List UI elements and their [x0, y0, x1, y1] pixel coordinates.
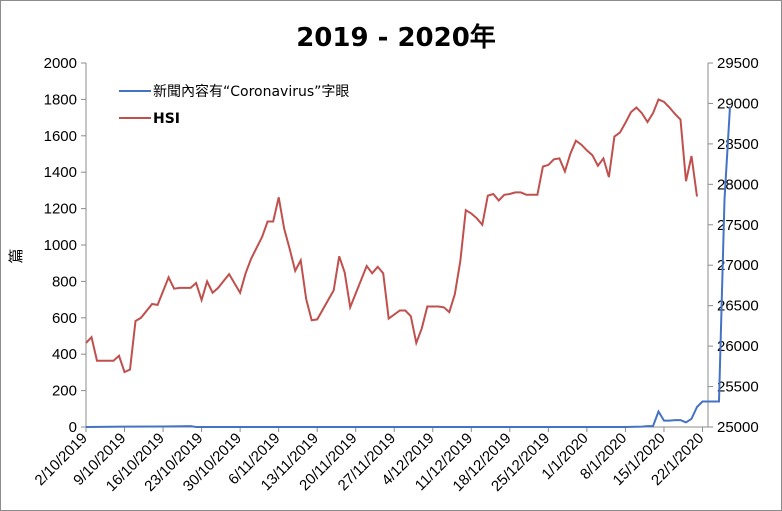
- legend-label-coronavirus: 新聞內容有“Coronavirus”字眼: [153, 83, 349, 100]
- left-tick-label: 2000: [44, 55, 77, 72]
- right-tick-label: 27000: [717, 257, 759, 274]
- left-axis-ticks: 0 200 400 600 800 1000 1200 1400 1600 1800 2000: [44, 55, 86, 436]
- left-tick-label: 1000: [44, 237, 77, 254]
- left-tick-label: 1600: [44, 128, 77, 145]
- left-tick-label: 1800: [44, 91, 77, 108]
- legend: 新聞內容有“Coronavirus”字眼 HSI: [119, 83, 349, 127]
- left-tick-label: 1400: [44, 164, 77, 181]
- y-axis-label-left: 篇: [7, 248, 25, 263]
- left-tick-label: 0: [69, 419, 77, 436]
- right-tick-label: 29000: [717, 95, 759, 112]
- hsi-series-line: [85, 98, 698, 374]
- right-tick-label: 25000: [717, 419, 759, 436]
- right-tick-label: 28500: [717, 136, 759, 153]
- right-tick-label: 27500: [717, 217, 759, 234]
- right-axis-ticks: 25000 25500 26000 26500 27000 27500 28000 28500…: [708, 55, 759, 436]
- right-tick-label: 25500: [717, 379, 759, 396]
- right-tick-label: 28000: [717, 176, 759, 193]
- left-tick-label: 1200: [44, 201, 77, 218]
- left-tick-label: 800: [52, 273, 77, 290]
- left-tick-label: 400: [52, 346, 77, 363]
- chart-title: 2019 - 2020年: [296, 22, 496, 53]
- right-tick-label: 26000: [717, 338, 759, 355]
- right-tick-label: 29500: [717, 55, 759, 72]
- x-axis-ticks: 2/10/20199/10/201916/10/201923/10/201930…: [32, 427, 707, 495]
- legend-label-hsi: HSI: [153, 111, 180, 127]
- left-tick-label: 200: [52, 383, 77, 400]
- left-tick-label: 600: [52, 310, 77, 327]
- coronavirus-series-line: [85, 106, 731, 428]
- right-tick-label: 26500: [717, 298, 759, 315]
